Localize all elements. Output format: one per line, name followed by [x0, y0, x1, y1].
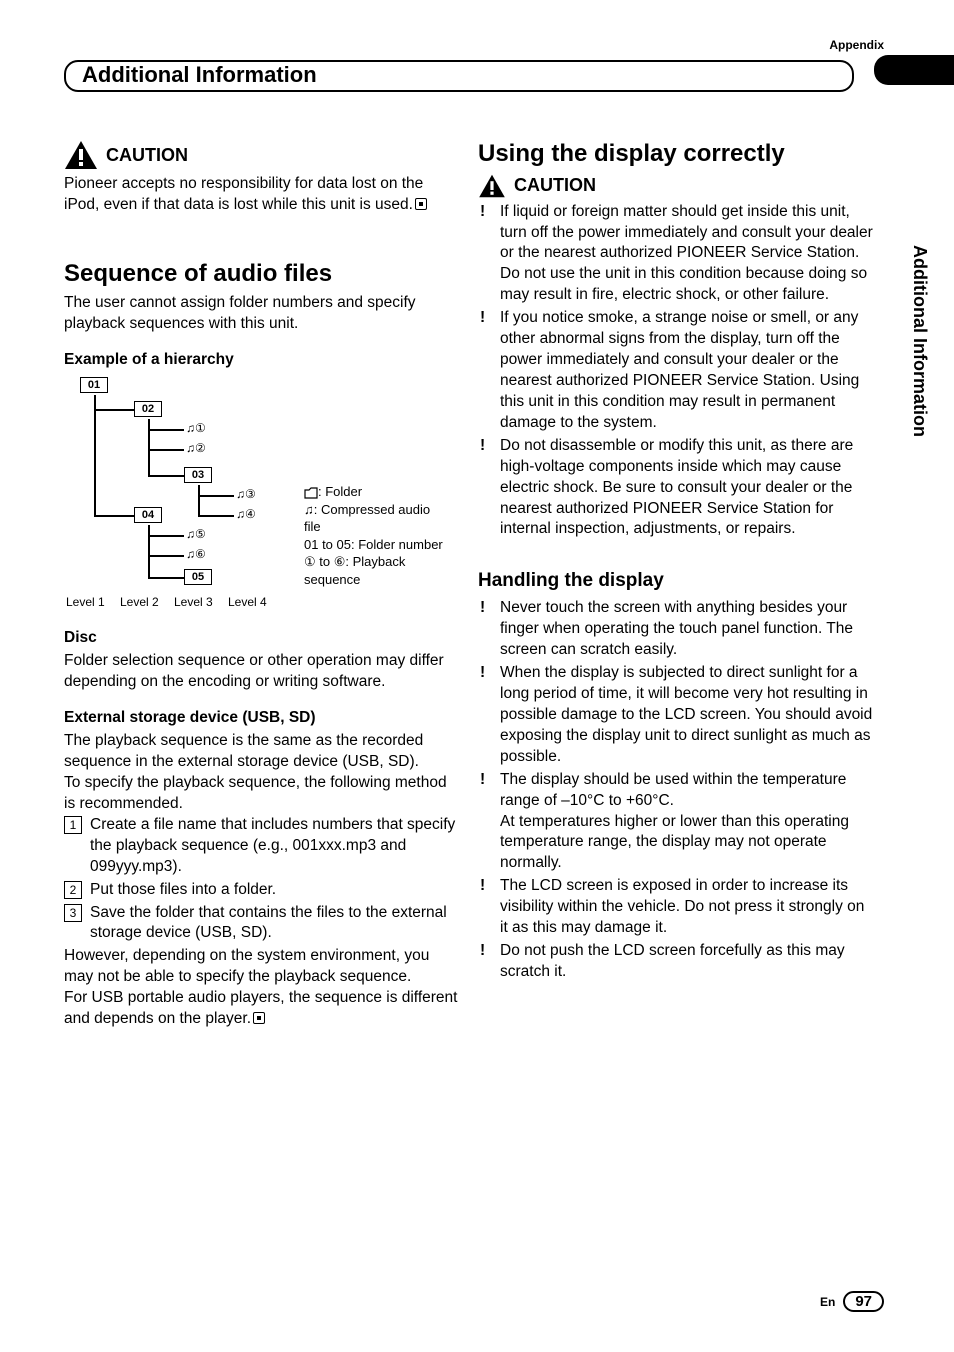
level-4: Level 4 — [228, 595, 267, 609]
lang-code: En — [820, 1295, 835, 1309]
file-4: ♫④ — [236, 507, 256, 521]
level-2: Level 2 — [120, 595, 159, 609]
caution-label-2: CAUTION — [514, 175, 596, 196]
end-of-section-icon — [415, 198, 427, 210]
ext-step-1: Create a file name that includes numbers… — [64, 815, 459, 878]
caution-heading: CAUTION — [64, 140, 459, 170]
appendix-label: Appendix — [829, 38, 884, 52]
handling-item: When the display is subjected to direct … — [478, 663, 873, 768]
sequence-intro: The user cannot assign folder numbers an… — [64, 293, 459, 335]
level-3: Level 3 — [174, 595, 213, 609]
handling-item: Never touch the screen with anything bes… — [478, 598, 873, 661]
handling-item: The LCD screen is exposed in order to in… — [478, 876, 873, 939]
ext-title: External storage device (USB, SD) — [64, 709, 459, 727]
folder-02: 02 — [134, 401, 162, 417]
using-display-heading: Using the display correctly — [478, 140, 873, 168]
caution-list: If liquid or foreign matter should get i… — [478, 202, 873, 541]
handling-item: Do not push the LCD screen forcefully as… — [478, 941, 873, 983]
page-footer: En 97 — [820, 1291, 884, 1312]
folder-04: 04 — [134, 507, 162, 523]
folder-05: 05 — [184, 569, 212, 585]
file-5: ♫⑤ — [186, 527, 206, 541]
handling-heading: Handling the display — [478, 570, 873, 592]
file-2: ♫② — [186, 441, 206, 455]
caution-heading-2: CAUTION — [478, 174, 873, 198]
sequence-heading: Sequence of audio files — [64, 260, 459, 288]
caution-item: Do not disassemble or modify this unit, … — [478, 436, 873, 541]
ext-p2: To specify the playback sequence, the fo… — [64, 773, 459, 815]
ext-steps: Create a file name that includes numbers… — [64, 815, 459, 945]
ext-step-3: Save the folder that contains the files … — [64, 903, 459, 945]
hierarchy-diagram: 01 02 03 04 05 ♫① ♫② ♫③ ♫④ ♫⑤ ♫⑥ : Folde… — [64, 373, 459, 613]
warning-icon — [64, 140, 98, 170]
side-section-label: Additional Information — [909, 245, 930, 437]
page-number: 97 — [843, 1291, 884, 1312]
caution-body: Pioneer accepts no responsibility for da… — [64, 174, 459, 216]
end-of-section-icon — [253, 1012, 265, 1024]
ext-p4: For USB portable audio players, the sequ… — [64, 988, 459, 1030]
ext-step-2: Put those files into a folder. — [64, 880, 459, 901]
handling-item: The display should be used within the te… — [478, 770, 873, 875]
caution-body-text: Pioneer accepts no responsibility for da… — [64, 175, 423, 213]
right-column: Using the display correctly CAUTION If l… — [478, 140, 873, 985]
folder-01: 01 — [80, 377, 108, 393]
handling-list: Never touch the screen with anything bes… — [478, 598, 873, 983]
caution-label: CAUTION — [106, 145, 188, 166]
file-3: ♫③ — [236, 487, 256, 501]
hierarchy-title: Example of a hierarchy — [64, 351, 459, 369]
folder-03: 03 — [184, 467, 212, 483]
caution-item: If liquid or foreign matter should get i… — [478, 202, 873, 307]
disc-title: Disc — [64, 629, 459, 647]
file-6: ♫⑥ — [186, 547, 206, 561]
page-title: Additional Information — [64, 60, 854, 92]
ext-p1: The playback sequence is the same as the… — [64, 731, 459, 773]
level-1: Level 1 — [66, 595, 105, 609]
ext-p3: However, depending on the system environ… — [64, 946, 459, 988]
left-column: CAUTION Pioneer accepts no responsibilit… — [64, 140, 459, 1030]
hierarchy-legend: : Folder ♫: Compressed audio file 01 to … — [304, 483, 444, 588]
section-tab — [874, 55, 954, 85]
file-1: ♫① — [186, 421, 206, 435]
disc-body: Folder selection sequence or other opera… — [64, 651, 459, 693]
warning-icon — [478, 174, 506, 198]
caution-item: If you notice smoke, a strange noise or … — [478, 308, 873, 434]
